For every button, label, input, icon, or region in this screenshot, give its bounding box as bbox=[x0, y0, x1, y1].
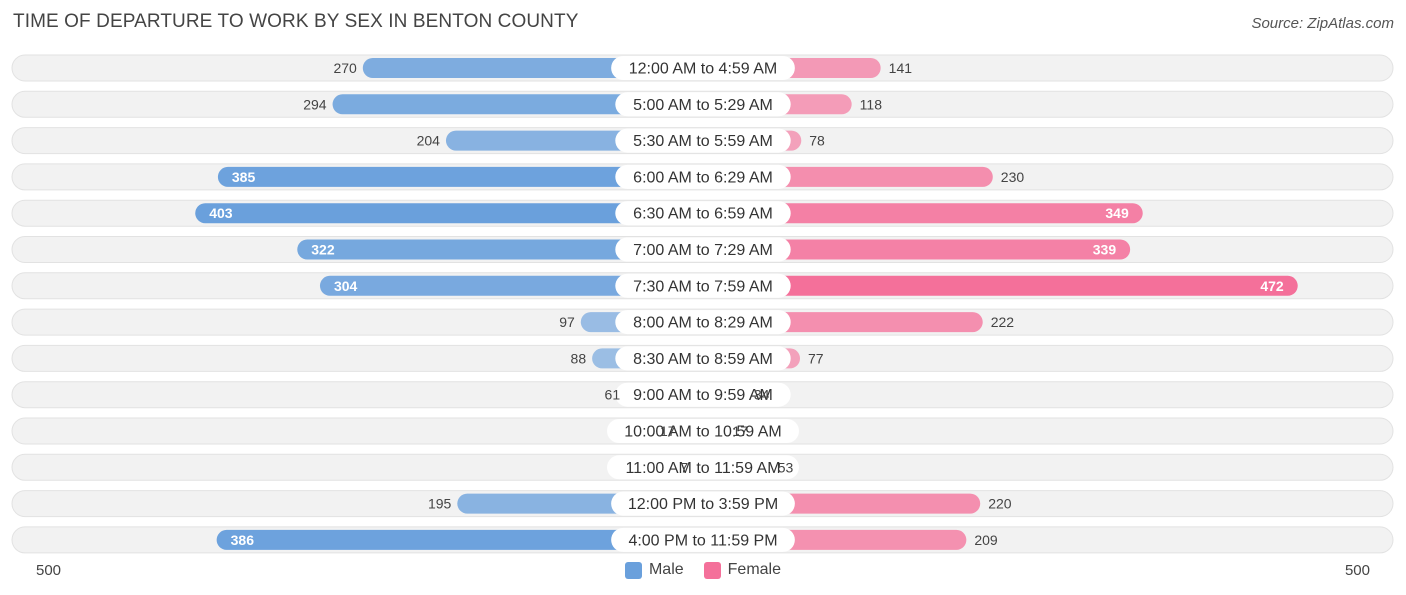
category-pill bbox=[615, 201, 791, 226]
category-pill bbox=[615, 237, 791, 262]
male-bar bbox=[217, 166, 703, 187]
chart-row: 5:30 AM to 5:59 AM 204 78 bbox=[11, 127, 1394, 155]
legend-label-male: Male bbox=[648, 561, 684, 578]
male-bar bbox=[297, 239, 703, 260]
category-label: 7:30 AM to 7:59 AM bbox=[633, 278, 773, 295]
chart-row: 7:00 AM to 7:29 AM 322 339 bbox=[11, 236, 1394, 263]
category-pill bbox=[611, 56, 795, 80]
chart-row: 5:00 AM to 5:29 AM 294 118 bbox=[11, 90, 1394, 118]
category-label: 6:30 AM to 6:59 AM bbox=[633, 206, 773, 223]
male-value-label: 403 bbox=[209, 205, 233, 221]
category-pill bbox=[615, 128, 791, 153]
female-value-label: 141 bbox=[889, 60, 913, 76]
female-value-label: 222 bbox=[991, 314, 1015, 330]
female-value-label: 78 bbox=[809, 133, 825, 149]
category-label: 9:00 AM to 9:59 AM bbox=[633, 387, 773, 404]
male-value-label: 7 bbox=[680, 459, 688, 475]
legend-item-female[interactable]: Female bbox=[703, 561, 782, 579]
chart-row: 6:30 AM to 6:59 AM 403 349 bbox=[11, 199, 1394, 227]
legend-swatch-female bbox=[703, 561, 721, 579]
male-value-label: 304 bbox=[334, 278, 358, 294]
legend-item-male[interactable]: Male bbox=[624, 561, 684, 579]
female-value-label: 472 bbox=[1260, 278, 1284, 294]
chart-row: 8:00 AM to 8:29 AM 97 222 bbox=[11, 308, 1394, 336]
female-value-label: 230 bbox=[1001, 169, 1025, 185]
category-pill bbox=[615, 164, 791, 189]
male-value-label: 294 bbox=[303, 96, 327, 112]
category-pill bbox=[611, 527, 795, 552]
female-value-label: 220 bbox=[988, 496, 1012, 512]
male-value-label: 97 bbox=[559, 314, 575, 330]
chart-row: 12:00 AM to 4:59 AM 270 141 bbox=[11, 54, 1394, 82]
female-value-label: 349 bbox=[1105, 205, 1129, 221]
female-bar bbox=[703, 203, 1143, 224]
female-value-label: 339 bbox=[1093, 242, 1117, 258]
female-value-label: 209 bbox=[974, 532, 998, 548]
chart-row: 7:30 AM to 7:59 AM 304 472 bbox=[11, 272, 1394, 300]
category-pill bbox=[615, 92, 791, 117]
category-pill bbox=[615, 273, 791, 298]
chart-row: 6:00 AM to 6:29 AM 385 230 bbox=[11, 163, 1394, 191]
category-label: 11:00 AM to 11:59 AM bbox=[625, 460, 780, 477]
male-value-label: 385 bbox=[232, 169, 256, 185]
chart-row: 4:00 PM to 11:59 PM 386 209 bbox=[11, 526, 1394, 554]
chart-row: 12:00 PM to 3:59 PM 195 220 bbox=[11, 490, 1394, 518]
male-value-label: 61 bbox=[605, 387, 621, 403]
chart-row: 11:00 AM to 11:59 AM7 53 bbox=[11, 453, 1394, 481]
male-value-label: 204 bbox=[417, 133, 441, 149]
legend-swatch-male bbox=[624, 561, 642, 579]
category-pill bbox=[615, 310, 791, 335]
female-value-label: 53 bbox=[778, 459, 794, 475]
female-bar bbox=[703, 239, 1131, 260]
male-bar bbox=[216, 529, 703, 550]
category-pill bbox=[607, 455, 799, 480]
category-label: 6:00 AM to 6:29 AM bbox=[633, 169, 773, 186]
chart-row: 8:30 AM to 8:59 AM 88 77 bbox=[11, 344, 1394, 372]
female-value-label: 17 bbox=[732, 423, 748, 439]
category-label: 8:00 AM to 8:29 AM bbox=[633, 315, 773, 332]
category-pill bbox=[611, 491, 795, 516]
category-label: 10:00 AM to 10:59 AM bbox=[624, 424, 781, 441]
male-value-label: 386 bbox=[231, 532, 255, 548]
female-value-label: 34 bbox=[754, 387, 770, 403]
category-label: 5:00 AM to 5:29 AM bbox=[633, 97, 773, 114]
category-pill bbox=[607, 419, 799, 443]
chart-title: TIME OF DEPARTURE TO WORK BY SEX IN BENT… bbox=[13, 11, 579, 32]
legend-label-female: Female bbox=[727, 561, 782, 578]
chart-row: 9:00 AM to 9:59 AM 61 34 bbox=[11, 381, 1394, 409]
male-value-label: 88 bbox=[571, 350, 587, 366]
category-pill bbox=[615, 382, 791, 407]
category-label: 12:00 AM to 4:59 AM bbox=[629, 61, 778, 78]
female-value-label: 118 bbox=[860, 96, 883, 112]
female-bar bbox=[703, 275, 1298, 296]
axis-right-label: 500 bbox=[1344, 562, 1370, 579]
female-value-label: 77 bbox=[808, 350, 824, 366]
category-label: 8:30 AM to 8:59 AM bbox=[633, 351, 773, 368]
chart: 12:00 AM to 4:59 AM 270 141 5:00 AM to 5:29… bbox=[11, 54, 1394, 554]
category-pill bbox=[615, 346, 791, 371]
male-value-label: 17 bbox=[660, 423, 676, 439]
male-value-label: 322 bbox=[311, 242, 335, 258]
legend: Male Female bbox=[0, 561, 1406, 579]
category-label: 5:30 AM to 5:59 AM bbox=[633, 133, 773, 150]
axis-left-label: 500 bbox=[36, 562, 62, 579]
category-label: 7:00 AM to 7:29 AM bbox=[633, 242, 773, 259]
male-bar bbox=[195, 203, 703, 224]
male-value-label: 270 bbox=[333, 60, 357, 76]
category-label: 12:00 PM to 3:59 PM bbox=[628, 496, 778, 513]
male-bar bbox=[332, 94, 703, 115]
category-label: 4:00 PM to 11:59 PM bbox=[628, 532, 777, 549]
male-value-label: 195 bbox=[428, 496, 452, 512]
male-bar bbox=[319, 275, 703, 296]
source-label: Source: ZipAtlas.com bbox=[1251, 15, 1394, 32]
